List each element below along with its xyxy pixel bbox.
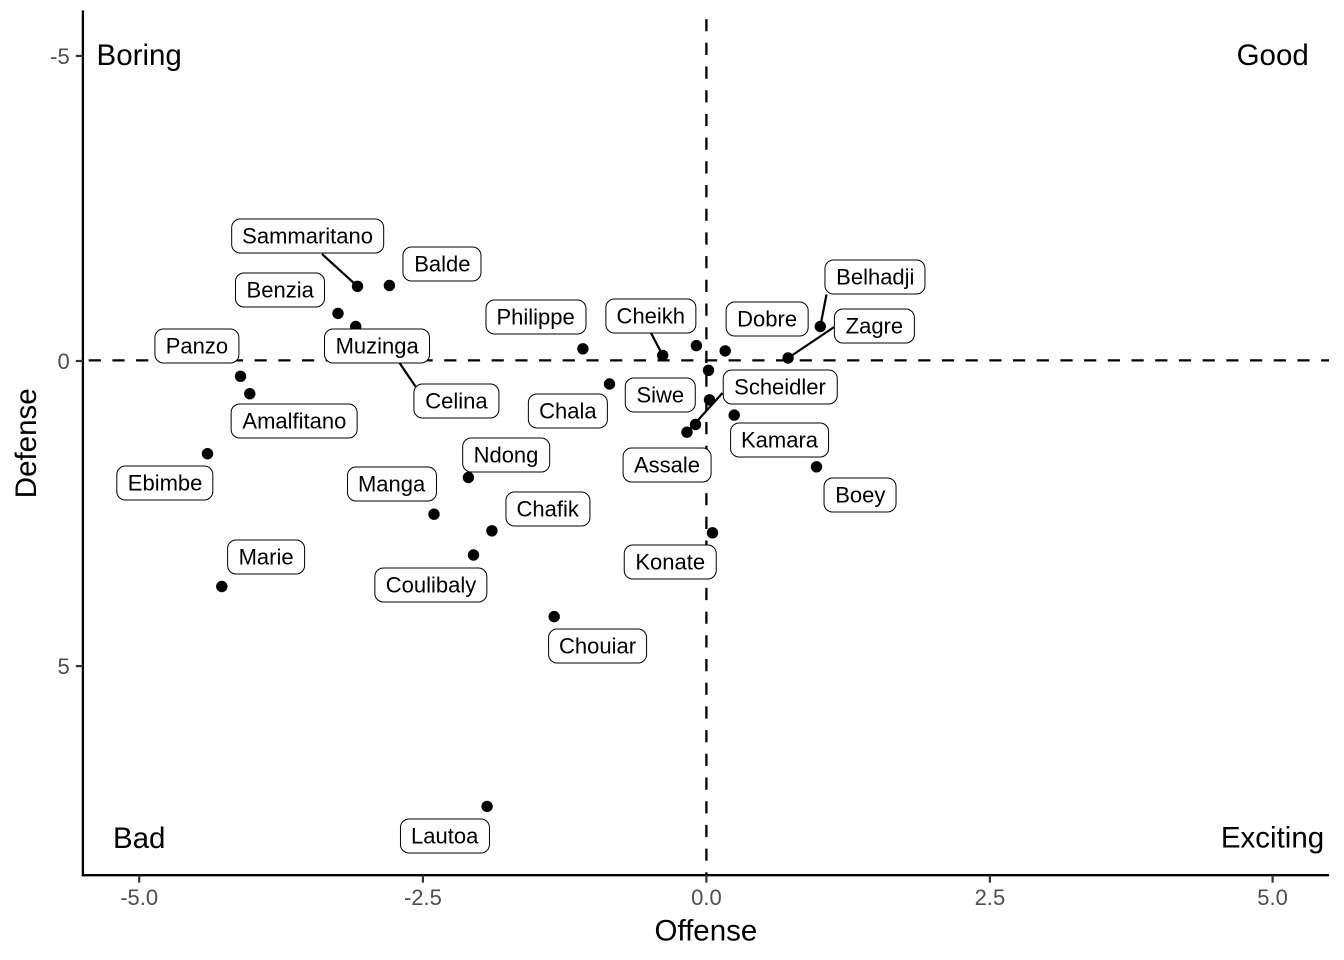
svg-text:5.0: 5.0 bbox=[1257, 885, 1288, 910]
svg-text:Good: Good bbox=[1237, 39, 1309, 72]
svg-text:5: 5 bbox=[57, 654, 69, 679]
svg-text:Exciting: Exciting bbox=[1221, 821, 1324, 854]
svg-text:-5: -5 bbox=[50, 44, 70, 69]
svg-text:Boring: Boring bbox=[97, 39, 182, 72]
svg-text:-5.0: -5.0 bbox=[120, 885, 158, 910]
svg-text:Offense: Offense bbox=[655, 914, 758, 947]
svg-text:0.0: 0.0 bbox=[691, 885, 722, 910]
svg-text:0: 0 bbox=[57, 349, 69, 374]
svg-text:-2.5: -2.5 bbox=[404, 885, 442, 910]
svg-text:Bad: Bad bbox=[113, 822, 166, 855]
svg-text:2.5: 2.5 bbox=[975, 885, 1006, 910]
svg-text:Defense: Defense bbox=[10, 388, 43, 498]
